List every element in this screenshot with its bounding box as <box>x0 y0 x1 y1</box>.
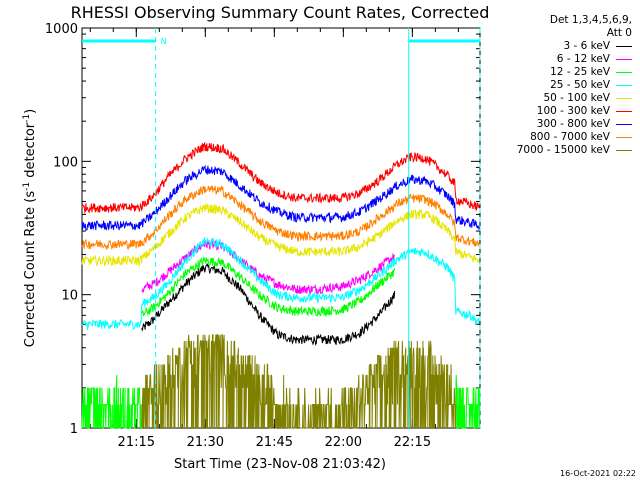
legend-item-label: 12 - 25 keV <box>550 66 610 78</box>
night-label: N <box>161 37 167 46</box>
x-tick-label: 21:45 <box>256 435 293 450</box>
series-line <box>81 203 480 268</box>
y-axis-label: Corrected Count Rate (s-1 detector-1) <box>22 109 38 347</box>
legend-item: 3 - 6 keV <box>563 40 632 52</box>
series-12-25-kev <box>141 256 396 318</box>
series-7000-15000-kev-noise-pre-post- <box>81 374 481 429</box>
series-line <box>81 142 480 214</box>
x-tick-label: 21:15 <box>118 435 155 450</box>
legend-swatch <box>616 71 632 73</box>
legend-item-label: 3 - 6 keV <box>563 40 610 52</box>
legend-item-label: 100 - 300 keV <box>536 105 610 117</box>
series-line <box>81 237 480 331</box>
legend-item-label: 800 - 7000 keV <box>530 131 610 143</box>
series-800-7000-kev <box>81 184 480 251</box>
y-tick-label: 1 <box>70 422 78 437</box>
legend-swatch <box>616 123 632 125</box>
x-tick-label: 22:00 <box>325 435 362 450</box>
legend-item-label: 7000 - 15000 keV <box>516 144 610 156</box>
footer-timestamp: 16-Oct-2021 02:22 <box>560 469 636 478</box>
y-tick-label: 1000 <box>45 22 78 37</box>
y-tick-label: 100 <box>53 155 78 170</box>
legend-item: 800 - 7000 keV <box>530 131 632 143</box>
series-line <box>141 256 396 318</box>
x-tick-label: 22:15 <box>394 435 431 450</box>
legend-item-label: 50 - 100 keV <box>543 92 610 104</box>
legend-swatch <box>616 97 632 99</box>
series-100-300-kev <box>81 142 480 214</box>
series-line <box>141 239 396 295</box>
series-25-50-kev <box>81 237 480 331</box>
legend-header: Att 0 <box>606 27 632 39</box>
series-7000-15000-kev <box>141 334 457 429</box>
legend-item: 100 - 300 keV <box>537 105 632 117</box>
x-axis-label: Start Time (23-Nov-08 21:03:42) <box>174 457 386 472</box>
series-layer <box>81 142 481 429</box>
legend-item-label: 300 - 800 keV <box>536 118 610 130</box>
legend-swatch <box>616 84 632 86</box>
legend-swatch <box>616 45 632 47</box>
legend-item: 12 - 25 keV <box>550 66 632 78</box>
legend-header: Det 1,3,4,5,6,9, <box>549 14 632 26</box>
series-300-800-kev <box>81 164 480 231</box>
legend-item: 25 - 50 keV <box>550 79 632 91</box>
series-line <box>141 263 396 346</box>
legend-swatch <box>616 149 632 151</box>
series-line <box>81 374 142 429</box>
series-3-6-kev <box>141 263 396 346</box>
series-6-12-kev <box>141 239 396 295</box>
series-line <box>81 184 480 251</box>
legend-item: 7000 - 15000 keV <box>517 144 632 156</box>
x-axis-ticks: 21:15 21:30 21:45 22:00 22:15 <box>89 28 459 450</box>
legend-item-label: 6 - 12 keV <box>556 53 610 65</box>
y-axis-ticks: 1 10 100 1000 <box>45 22 480 437</box>
legend-swatch <box>616 110 632 112</box>
series-50-100-kev <box>81 203 480 268</box>
series-line <box>455 374 481 429</box>
legend-swatch <box>616 58 632 60</box>
legend-item: 6 - 12 keV <box>557 53 632 65</box>
chart-title: RHESSI Observing Summary Count Rates, Co… <box>71 3 490 22</box>
annotation-layer: N <box>82 28 481 428</box>
y-tick-label: 10 <box>61 289 78 304</box>
legend-swatch <box>616 136 632 138</box>
legend-item: 300 - 800 keV <box>537 118 632 130</box>
series-line <box>141 334 457 429</box>
legend-item-label: 25 - 50 keV <box>550 79 610 91</box>
series-line <box>81 164 480 231</box>
x-tick-label: 21:30 <box>187 435 224 450</box>
legend-item: 50 - 100 keV <box>543 92 632 104</box>
